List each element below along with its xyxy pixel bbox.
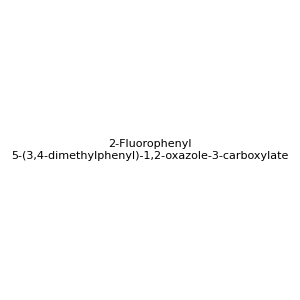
Text: 2-Fluorophenyl 5-(3,4-dimethylphenyl)-1,2-oxazole-3-carboxylate: 2-Fluorophenyl 5-(3,4-dimethylphenyl)-1,… [11, 139, 289, 161]
